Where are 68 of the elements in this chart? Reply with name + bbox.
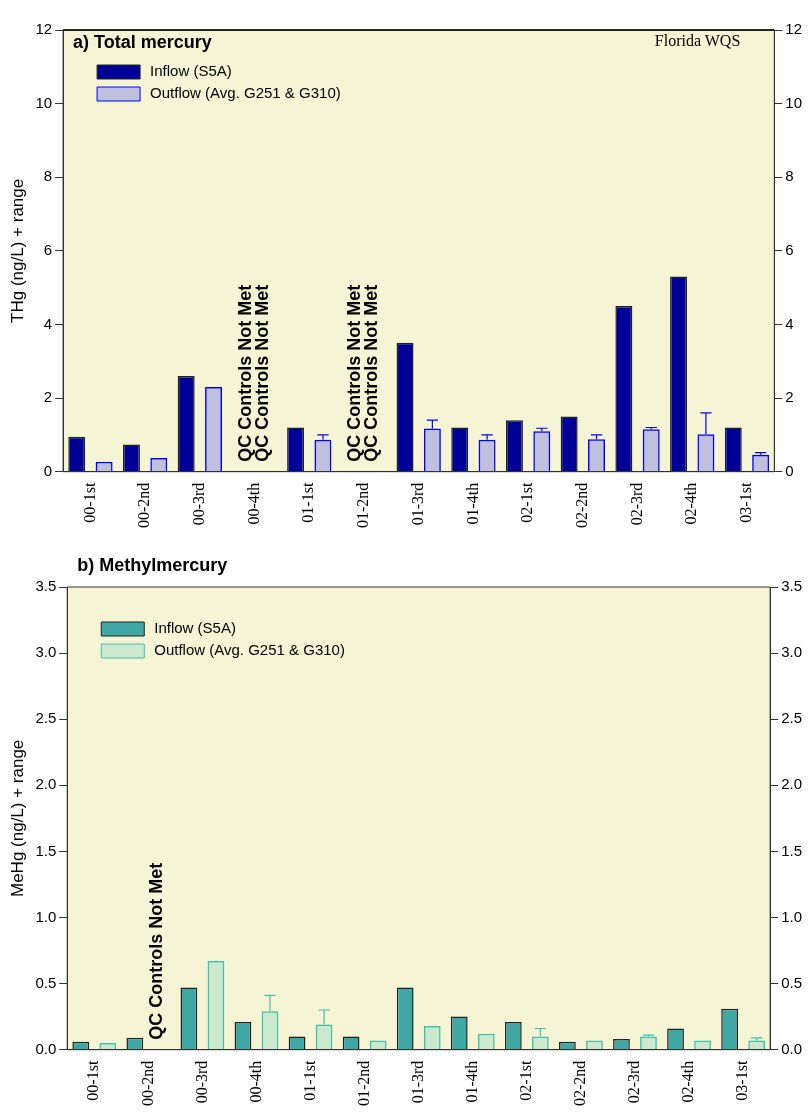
y-tick-label: 6 (43, 240, 53, 258)
x-tick-label: 01-1st (300, 1060, 318, 1101)
x-tick-label: 00-4th (244, 482, 262, 525)
y-axis-title: THg (ng/L) + range (7, 178, 27, 323)
x-tick-label: 00-2nd (138, 1060, 156, 1106)
x-tick-label: 00-2nd (135, 482, 153, 528)
y-tick-label: 1.5 (35, 841, 57, 859)
ref-line-label: Florida WQS (654, 32, 741, 50)
y2-tick-label: 8 (785, 167, 794, 185)
x-tick-label: 01-2nd (354, 1060, 372, 1106)
x-tick-label: 03-1st (733, 1060, 751, 1101)
y-tick-label: 0.0 (35, 1039, 57, 1057)
x-tick-label: 00-3rd (192, 1060, 210, 1104)
y-tick-label: 3.5 (35, 577, 57, 595)
y2-tick-label: 1.0 (781, 907, 803, 925)
x-tick-label: 00-3rd (190, 482, 208, 526)
x-tick-label: 00-1st (80, 482, 98, 523)
annotation: QC Controls Not Met (235, 284, 256, 462)
y2-tick-label: 0.5 (781, 973, 803, 991)
x-tick-label: 02-1st (517, 1060, 535, 1101)
chart-title: a) Total mercury (73, 31, 212, 52)
x-tick-label: 02-4th (679, 1060, 697, 1103)
y2-tick-label: 10 (785, 93, 802, 111)
y-tick-label: 8 (43, 167, 53, 185)
y2-tick-label: 4 (785, 314, 794, 332)
y-tick-label: 3.0 (35, 643, 57, 661)
y-tick-label: 0.5 (35, 973, 57, 991)
y2-tick-label: 2.5 (781, 709, 803, 727)
y2-tick-label: 2 (785, 388, 794, 406)
annotation: QC Controls Not Met (344, 284, 365, 462)
x-tick-label: 02-1st (518, 482, 536, 523)
x-tick-label: 01-3rd (408, 482, 426, 526)
y2-tick-label: 0.0 (781, 1039, 803, 1057)
legend-label: Inflow (S5A) (150, 62, 232, 80)
y-tick-label: 4 (43, 314, 53, 332)
y2-tick-label: 0 (785, 461, 794, 479)
y2-tick-label: 2.0 (781, 775, 803, 793)
x-tick-label: 02-2nd (573, 482, 591, 528)
x-tick-label: 01-3rd (408, 1060, 426, 1104)
x-tick-label: 00-4th (246, 1060, 264, 1103)
y2-tick-label: 6 (785, 240, 794, 258)
x-tick-label: 01-4th (462, 1060, 480, 1103)
y-tick-label: 2 (43, 388, 53, 406)
x-tick-label: 02-2nd (571, 1060, 589, 1106)
y-tick-label: 2.0 (35, 775, 57, 793)
y2-tick-label: 1.5 (781, 841, 803, 859)
y-tick-label: 2.5 (35, 709, 57, 727)
y-tick-label: 10 (35, 93, 53, 111)
x-tick-label: 01-1st (299, 482, 317, 523)
legend-label: Inflow (S5A) (154, 619, 236, 637)
x-tick-label: 02-3rd (627, 482, 645, 526)
y2-tick-label: 3.0 (781, 643, 803, 661)
y-tick-label: 1.0 (35, 907, 57, 925)
x-tick-label: 03-1st (737, 482, 755, 523)
y-tick-label: 12 (35, 20, 53, 38)
x-tick-label: 01-4th (463, 482, 481, 525)
legend-label: Outflow (Avg. G251 & G310) (154, 641, 345, 659)
x-tick-label: 00-1st (84, 1060, 102, 1101)
x-tick-label: 01-2nd (354, 482, 372, 528)
legend-label: Outflow (Avg. G251 & G310) (150, 84, 341, 102)
annotation: QC Controls Not Met (145, 862, 166, 1040)
y2-tick-label: 3.5 (781, 577, 803, 595)
x-tick-label: 02-4th (682, 482, 700, 525)
chart-title: b) Methylmercury (77, 554, 228, 575)
y-axis-title: MeHg (ng/L) + range (7, 739, 27, 898)
y-tick-label: 0 (43, 461, 53, 479)
x-tick-label: 02-3rd (625, 1060, 643, 1104)
y2-tick-label: 12 (785, 20, 802, 38)
